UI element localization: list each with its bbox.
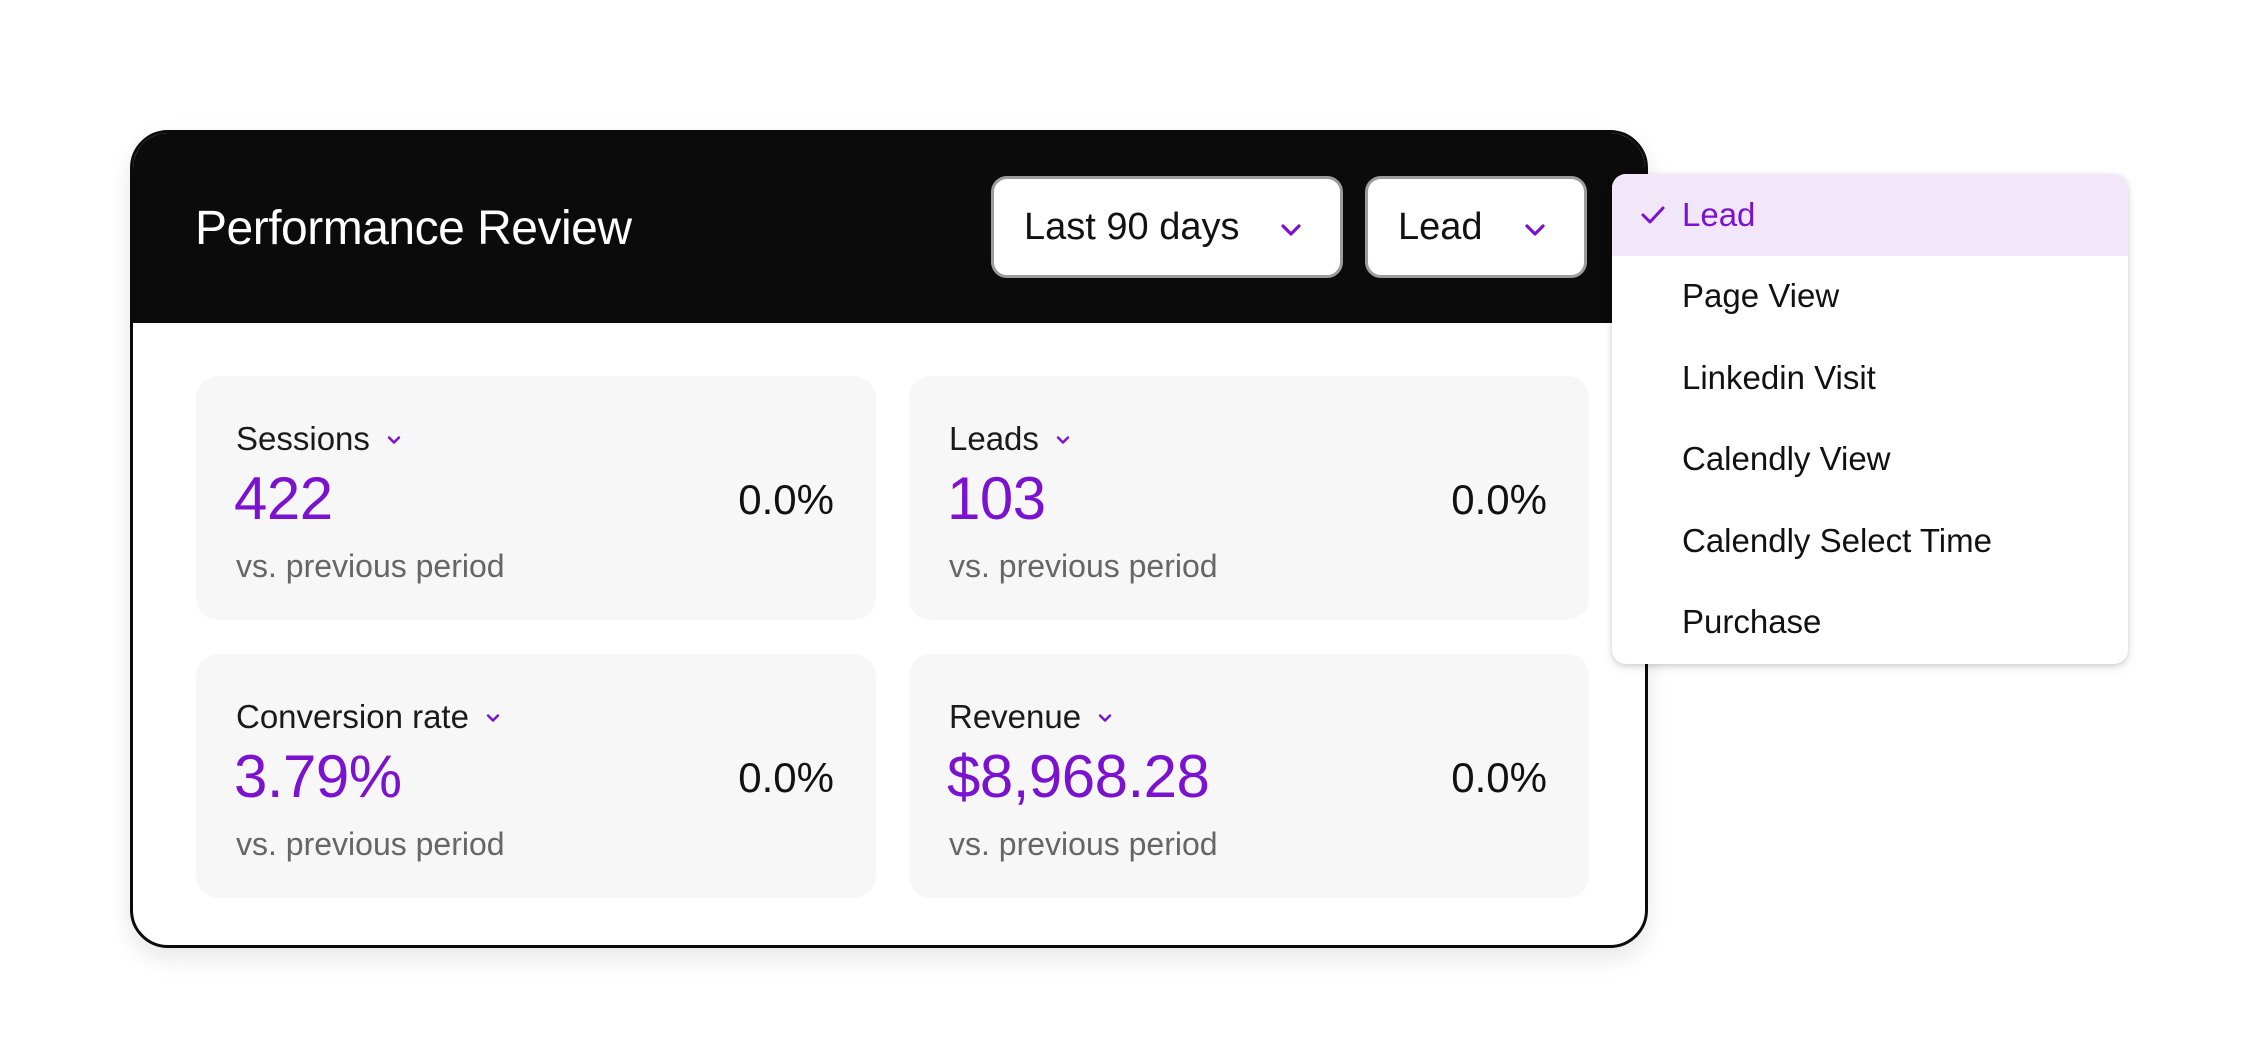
event-type-select[interactable]: Lead: [1365, 176, 1587, 278]
metric-comparison: vs. previous period: [236, 826, 505, 862]
metric-tile-sessions: Sessions 422 0.0% vs. previous period: [196, 376, 876, 620]
check-icon: [1641, 206, 1665, 224]
chevron-down-icon: [1281, 224, 1301, 236]
metric-comparison: vs. previous period: [949, 548, 1218, 584]
metric-tile-conversion-rate: Conversion rate 3.79% 0.0% vs. previous …: [196, 654, 876, 898]
dropdown-option-purchase[interactable]: Purchase: [1612, 582, 2128, 664]
metric-comparison: vs. previous period: [236, 548, 505, 584]
metric-label: Revenue: [949, 698, 1082, 735]
dropdown-option-label: Purchase: [1682, 603, 1822, 641]
metric-label: Conversion rate: [236, 698, 469, 735]
metric-label: Leads: [949, 420, 1039, 457]
dropdown-option-calendly-select-time[interactable]: Calendly Select Time: [1612, 500, 2128, 582]
metric-change: 0.0%: [1451, 754, 1547, 801]
dropdown-option-page-view[interactable]: Page View: [1612, 256, 2128, 338]
dropdown-option-linkedin-visit[interactable]: Linkedin Visit: [1612, 337, 2128, 419]
metric-selector-sessions[interactable]: Sessions: [236, 420, 402, 458]
metric-value: 3.79%: [234, 743, 402, 810]
event-type-dropdown-menu: Lead Page View Linkedin Visit Calendly V…: [1612, 174, 2128, 664]
metric-tile-leads: Leads 103 0.0% vs. previous period: [909, 376, 1589, 620]
performance-review-card: Performance Review Last 90 days Lead Ses…: [130, 130, 1648, 948]
dropdown-option-calendly-view[interactable]: Calendly View: [1612, 419, 2128, 501]
metric-change: 0.0%: [1451, 476, 1547, 523]
metric-value: $8,968.28: [947, 743, 1210, 810]
dropdown-option-label: Page View: [1682, 277, 1840, 315]
chevron-down-icon: [1525, 224, 1545, 236]
chevron-down-icon: [387, 436, 401, 444]
metric-selector-leads[interactable]: Leads: [949, 420, 1071, 458]
chevron-down-icon: [1098, 714, 1112, 722]
dropdown-option-label: Linkedin Visit: [1682, 358, 1876, 396]
metric-selector-revenue[interactable]: Revenue: [949, 698, 1113, 736]
dropdown-option-label: Lead: [1682, 195, 1756, 233]
metric-tile-revenue: Revenue $8,968.28 0.0% vs. previous peri…: [909, 654, 1589, 898]
date-range-select[interactable]: Last 90 days: [991, 176, 1343, 278]
event-type-value: Lead: [1398, 205, 1483, 248]
metric-change: 0.0%: [738, 476, 834, 523]
page-title: Performance Review: [195, 202, 632, 255]
metric-comparison: vs. previous period: [949, 826, 1218, 862]
metric-value: 422: [234, 465, 333, 532]
date-range-value: Last 90 days: [1024, 205, 1240, 248]
metric-value: 103: [947, 465, 1046, 532]
dropdown-option-lead[interactable]: Lead: [1612, 174, 2128, 256]
dropdown-option-label: Calendly View: [1682, 440, 1891, 478]
metric-selector-conversion-rate[interactable]: Conversion rate: [236, 698, 501, 736]
metric-change: 0.0%: [738, 754, 834, 801]
dropdown-option-label: Calendly Select Time: [1682, 521, 1992, 559]
metric-label: Sessions: [236, 420, 370, 457]
chevron-down-icon: [486, 714, 500, 722]
chevron-down-icon: [1056, 436, 1070, 444]
card-header: Performance Review Last 90 days Lead: [133, 133, 1645, 323]
